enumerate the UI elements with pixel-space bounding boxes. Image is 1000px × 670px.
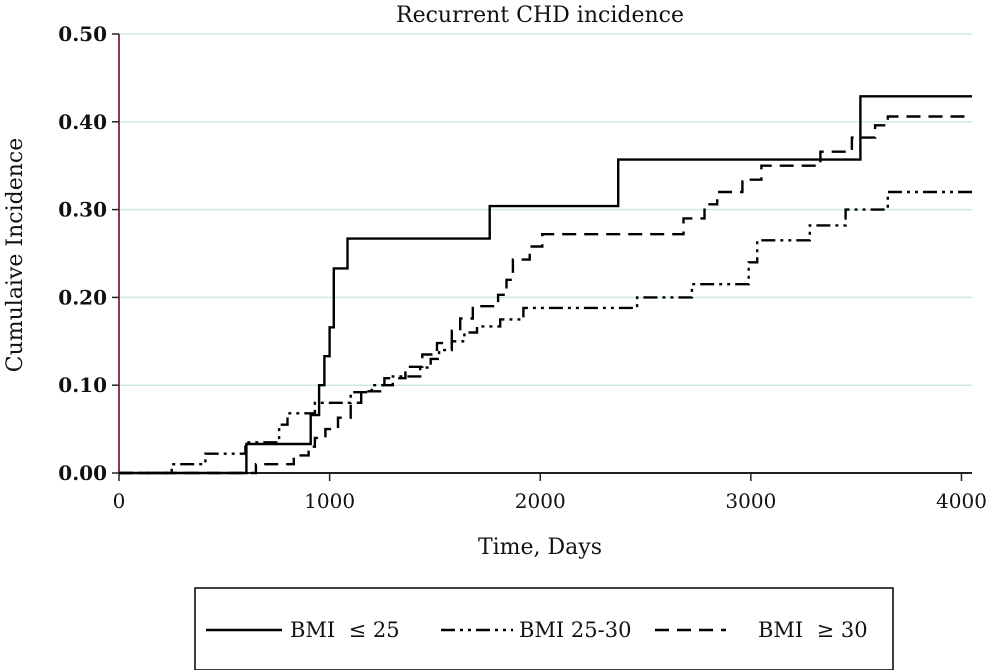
x-axis-title: Time, Days: [478, 535, 602, 560]
y-tick-label-3: 0.30: [58, 198, 107, 222]
x-tick-label-2: 2000: [515, 489, 566, 513]
y-tick-label-5: 0.50: [58, 22, 107, 46]
legend-label-3: BMI ≥ 30: [758, 618, 868, 642]
y-axis-title: Cumulaive Incidence: [3, 138, 28, 373]
legend-label-1: BMI ≤ 25: [290, 618, 400, 642]
chart-title: Recurrent CHD incidence: [396, 3, 684, 28]
legend-label-2: BMI 25-30: [519, 618, 631, 642]
y-tick-label-4: 0.40: [58, 110, 107, 134]
x-tick-label-4: 4000: [936, 489, 987, 513]
data-series: [119, 95, 972, 475]
series-line-3: [119, 115, 972, 475]
x-tick-label-3: 3000: [725, 489, 776, 513]
legend: BMI ≤ 25 BMI 25-30 BMI ≥ 30: [194, 587, 894, 670]
y-tick-label-1: 0.10: [58, 373, 107, 397]
gridlines: [119, 33, 972, 386]
x-tick-label-1: 1000: [304, 489, 355, 513]
y-tick-label-2: 0.20: [58, 285, 107, 309]
axes: 0.00 0.10 0.20 0.30 0.40 0.50 0 1000 2000 3000 400…: [58, 22, 987, 513]
labels: Recurrent CHD incidence Time, Days Cumul…: [3, 3, 684, 560]
legend-box: [194, 587, 894, 670]
series-line-2: [119, 190, 972, 475]
series-line-1: [119, 95, 972, 475]
x-tick-label-0: 0: [113, 489, 126, 513]
y-tick-label-0: 0.00: [58, 461, 107, 485]
